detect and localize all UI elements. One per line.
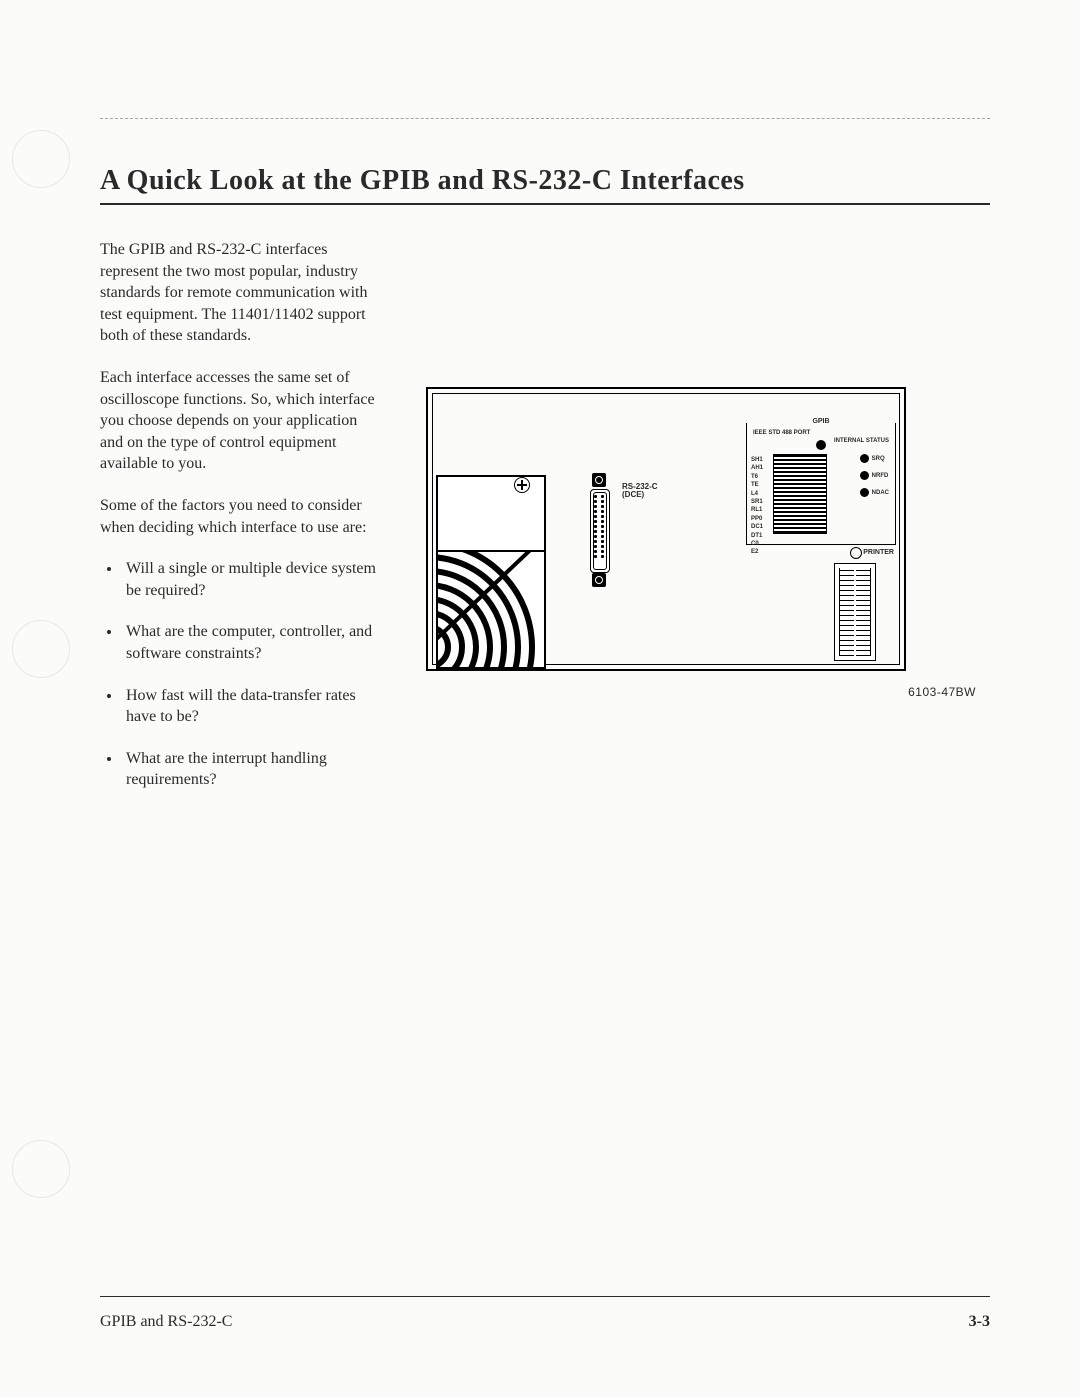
gpib-connector-icon: [773, 454, 827, 534]
footer-left: GPIB and RS-232-C: [100, 1313, 232, 1331]
led-dot-icon: [860, 488, 869, 497]
gpib-side-label: SH1: [751, 456, 763, 464]
gpib-side-labels: SH1 AH1 T6 TE L4 SR1 RL1 PP0 DC1 DT1 C0 …: [751, 456, 763, 557]
punch-hole-decor: [12, 130, 70, 188]
content-area: A Quick Look at the GPIB and RS-232-C In…: [100, 165, 990, 811]
page-title: A Quick Look at the GPIB and RS-232-C In…: [100, 165, 990, 205]
gpib-status-leds: SRQ NRFD NDAC: [860, 454, 889, 497]
led-label: SRQ: [872, 456, 885, 462]
gpib-side-label: PP0: [751, 515, 763, 523]
list-item: What are the computer, controller, and s…: [122, 621, 380, 664]
rs232-connector-icon: [582, 477, 616, 583]
list-item: How fast will the data-transfer rates ha…: [122, 685, 380, 728]
bullet-list: Will a single or multiple device system …: [100, 558, 380, 791]
top-dashed-rule: [100, 118, 990, 119]
status-led: SRQ: [860, 454, 889, 463]
paragraph: Some of the factors you need to consider…: [100, 495, 380, 538]
connector-pins-icon: [594, 495, 604, 558]
status-led: NRFD: [860, 471, 889, 480]
gpib-side-label: T6: [751, 473, 763, 481]
led-dot-icon: [860, 454, 869, 463]
paragraph: Each interface accesses the same set of …: [100, 367, 380, 475]
gpib-group: GPIB IEEE STD 488 PORT INTERNAL STATUS S…: [746, 423, 896, 545]
gpib-side-label: L4: [751, 490, 763, 498]
printer-port-group: PRINTER: [822, 551, 894, 661]
gpib-side-label: TE: [751, 481, 763, 489]
gpib-side-label: SR1: [751, 498, 763, 506]
gpib-side-label: DT1: [751, 532, 763, 540]
figure-caption: 6103-47BW: [416, 685, 990, 699]
gpib-side-label: AH1: [751, 464, 763, 472]
status-led: NDAC: [860, 488, 889, 497]
paragraph: The GPIB and RS-232-C interfaces represe…: [100, 239, 380, 347]
gpib-group-label: GPIB: [747, 418, 895, 425]
fan-vent-icon: [436, 475, 546, 669]
printer-connector-icon: [834, 563, 876, 661]
connector-nut-icon: [592, 473, 606, 487]
document-page: A Quick Look at the GPIB and RS-232-C In…: [0, 0, 1080, 1397]
footer-rule: [100, 1296, 990, 1297]
punch-hole-decor: [12, 620, 70, 678]
rs232-label-line2: (DCE): [622, 490, 644, 499]
list-item: Will a single or multiple device system …: [122, 558, 380, 601]
page-number: 3-3: [969, 1313, 990, 1331]
connector-nut-icon: [592, 573, 606, 587]
led-label: NRFD: [872, 473, 889, 479]
led-dot-icon: [860, 471, 869, 480]
printer-screw-icon: [850, 547, 862, 559]
list-item: What are the interrupt handling requirem…: [122, 748, 380, 791]
printer-label: PRINTER: [863, 549, 894, 556]
gpib-sub-label: IEEE STD 488 PORT: [753, 430, 810, 436]
gpib-side-label: RL1: [751, 506, 763, 514]
punch-hole-decor: [12, 1140, 70, 1198]
text-column: The GPIB and RS-232-C interfaces represe…: [100, 239, 380, 811]
gpib-side-label: C0: [751, 540, 763, 548]
fan-screw-icon: [514, 477, 530, 493]
led-label: NDAC: [872, 490, 889, 496]
gpib-side-label: E2: [751, 548, 763, 556]
rs232-label: RS-232-C (DCE): [622, 483, 658, 499]
figure-column: RS-232-C (DCE) GPIB IEEE STD 488 PORT IN…: [416, 387, 990, 811]
gpib-side-label: DC1: [751, 523, 763, 531]
body-columns: The GPIB and RS-232-C interfaces represe…: [100, 239, 990, 811]
page-footer: GPIB and RS-232-C 3-3: [100, 1313, 990, 1331]
rear-panel-diagram: RS-232-C (DCE) GPIB IEEE STD 488 PORT IN…: [426, 387, 906, 671]
gpib-screw-icon: [816, 440, 826, 450]
gpib-status-label: INTERNAL STATUS: [834, 438, 889, 444]
fan-arcs-icon: [438, 477, 544, 667]
